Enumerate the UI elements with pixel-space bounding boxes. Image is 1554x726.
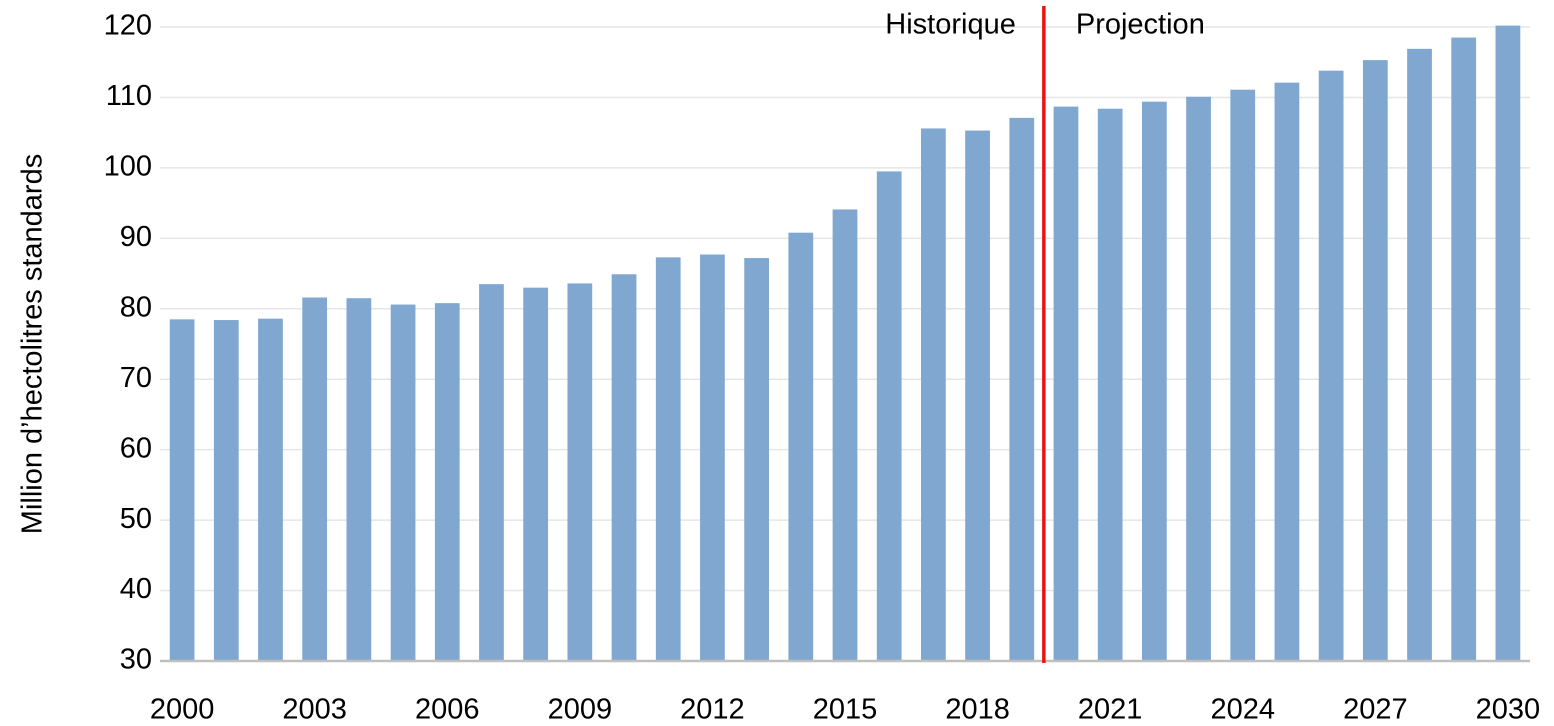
x-tick-label: 2006 — [415, 694, 480, 726]
bar — [1274, 82, 1300, 661]
bar — [1362, 60, 1388, 662]
bar — [213, 320, 239, 661]
annotation: Historique — [885, 9, 1016, 41]
bar — [1053, 106, 1079, 661]
y-tick-label: 70 — [120, 362, 152, 394]
x-tick-label: 2000 — [150, 694, 215, 726]
x-tick-label: 2003 — [282, 694, 347, 726]
bar — [390, 304, 416, 661]
y-tick-label: 90 — [120, 221, 152, 253]
bar — [302, 297, 328, 661]
y-tick-label: 100 — [104, 151, 152, 183]
y-axis-label: Million d’hectolitres standards — [17, 154, 49, 534]
bar — [832, 209, 858, 661]
annotation: Projection — [1076, 9, 1205, 41]
y-tick-label: 110 — [106, 80, 152, 112]
bar — [876, 171, 902, 661]
bar — [567, 283, 593, 661]
bar — [434, 303, 460, 661]
bar — [169, 319, 195, 661]
bar — [788, 232, 814, 661]
bar — [921, 128, 946, 661]
bar — [523, 287, 549, 661]
x-tick-label: 2024 — [1210, 694, 1275, 726]
bar — [655, 257, 681, 661]
x-tick-label: 2012 — [680, 694, 745, 726]
bar — [1186, 96, 1211, 662]
bar — [700, 254, 725, 661]
bar — [1407, 48, 1432, 662]
x-tick-label: 2021 — [1078, 694, 1143, 726]
bar — [965, 130, 990, 661]
bar — [1451, 37, 1477, 662]
x-tick-label: 2027 — [1343, 694, 1408, 726]
bar — [611, 274, 637, 661]
bar — [1141, 101, 1167, 661]
bar — [1495, 25, 1521, 661]
bar — [1009, 117, 1035, 661]
y-tick-label: 30 — [120, 644, 152, 676]
y-tick-label: 50 — [120, 503, 152, 535]
bar — [1318, 70, 1344, 662]
x-tick-label: 2018 — [945, 694, 1010, 726]
y-tick-label: 40 — [120, 573, 152, 605]
bar — [744, 258, 769, 661]
bar — [1097, 108, 1123, 661]
x-tick-label: 2030 — [1476, 694, 1541, 726]
bar — [258, 318, 283, 661]
bar — [479, 284, 504, 661]
bar — [1230, 89, 1256, 661]
y-tick-label: 80 — [120, 291, 152, 323]
x-tick-label: 2015 — [813, 694, 878, 726]
bar — [346, 298, 372, 661]
x-tick-label: 2009 — [548, 694, 613, 726]
y-tick-label: 60 — [120, 432, 152, 464]
y-tick-label: 120 — [104, 10, 152, 42]
